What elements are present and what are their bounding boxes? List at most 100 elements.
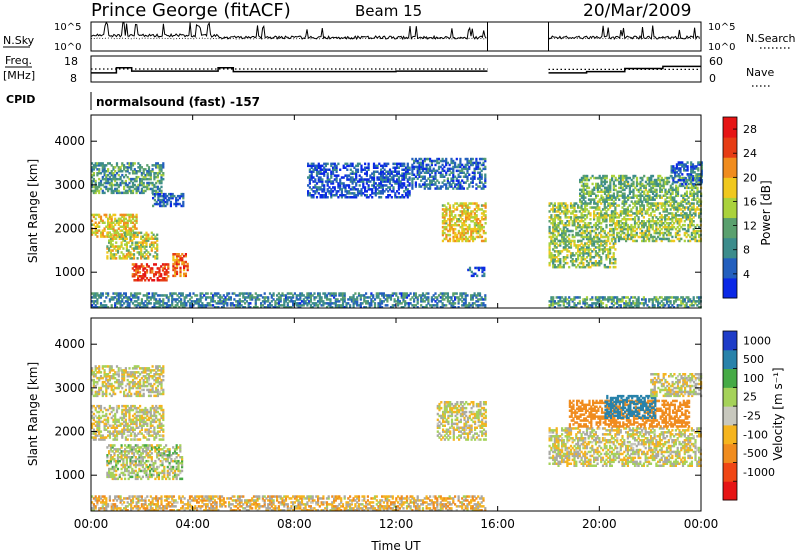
power-cell <box>390 184 393 187</box>
power-cell <box>308 170 311 173</box>
power-cell <box>600 222 603 225</box>
power-cell <box>678 229 681 233</box>
power-cell <box>609 258 612 261</box>
power-cell <box>607 239 610 243</box>
power-cell <box>614 208 617 211</box>
power-cell <box>482 185 485 188</box>
power-cell <box>140 251 143 254</box>
power-cell <box>131 189 135 193</box>
power-cell <box>389 296 393 299</box>
power-cell <box>119 191 122 195</box>
power-cell <box>555 265 558 269</box>
power-cell <box>279 300 282 303</box>
power-cell <box>381 190 384 193</box>
power-cell <box>596 186 599 190</box>
power-cell <box>365 180 368 183</box>
power-cell <box>471 175 474 178</box>
power-cell <box>113 255 116 258</box>
power-cell <box>466 216 469 219</box>
power-cell <box>653 239 656 243</box>
power-cell <box>160 185 163 189</box>
power-cell <box>387 180 390 183</box>
power-cell <box>478 292 482 295</box>
power-cell <box>420 167 423 171</box>
power-cell <box>416 173 419 176</box>
power-cell <box>480 187 483 190</box>
power-cell <box>339 180 342 183</box>
power-cell <box>342 164 345 168</box>
power-cell <box>667 231 670 235</box>
power-cell <box>472 216 475 219</box>
power-cell <box>582 208 585 211</box>
power-cell <box>254 304 257 307</box>
power-cell <box>146 164 149 167</box>
power-cell <box>601 244 605 247</box>
power-cell <box>308 174 311 177</box>
power-cell <box>141 245 144 248</box>
power-cell <box>603 176 607 180</box>
power-cell <box>174 266 177 270</box>
power-cell <box>559 212 562 215</box>
power-cell <box>593 200 596 203</box>
power-cell <box>630 237 633 241</box>
power-cell <box>126 191 129 195</box>
power-cell <box>351 176 354 179</box>
power-cell <box>163 265 166 268</box>
power-cell <box>140 247 143 250</box>
power-cell <box>92 302 95 305</box>
power-cell <box>653 178 656 182</box>
power-cell <box>664 220 667 223</box>
power-cell <box>94 213 97 217</box>
power-cell <box>564 212 567 215</box>
power-cell <box>578 220 581 223</box>
power-cell <box>582 223 585 227</box>
power-cell <box>358 192 361 195</box>
power-cell <box>436 302 439 305</box>
power-cell <box>580 204 583 207</box>
power-cell <box>466 163 469 167</box>
power-cell <box>609 196 612 199</box>
power-cell <box>635 200 639 203</box>
power-cell <box>676 202 679 205</box>
power-cell <box>358 174 361 177</box>
power-cell <box>665 214 669 217</box>
power-cell <box>461 167 464 171</box>
power-cell <box>457 165 460 169</box>
power-cell <box>445 292 448 295</box>
power-cell <box>382 292 385 295</box>
power-cell <box>96 225 99 228</box>
power-cell <box>105 235 108 238</box>
power-cell <box>327 304 330 307</box>
power-cell <box>392 174 395 177</box>
power-cell <box>591 182 594 186</box>
power-cell <box>374 166 377 169</box>
power-cell <box>669 196 672 199</box>
power-cell <box>142 267 145 270</box>
power-cell <box>127 255 130 258</box>
power-cell <box>625 218 628 221</box>
power-cell <box>650 174 653 178</box>
power-cell <box>609 248 612 251</box>
power-cell <box>158 304 161 307</box>
power-cell <box>272 292 275 295</box>
power-cell <box>152 241 155 244</box>
power-cell <box>393 298 396 301</box>
power-cell <box>475 218 478 221</box>
power-cell <box>212 296 215 299</box>
power-cell <box>96 231 99 234</box>
power-cell <box>96 185 99 189</box>
power-cell <box>166 194 169 198</box>
power-cell <box>135 304 138 307</box>
power-cell <box>414 159 417 163</box>
power-cell <box>617 235 621 239</box>
power-cell <box>421 161 425 165</box>
power-cell <box>466 161 469 165</box>
power-cell <box>482 212 485 215</box>
power-cell <box>585 223 589 227</box>
power-cell <box>168 196 171 200</box>
power-cell <box>401 196 404 199</box>
power-cell <box>642 231 645 235</box>
power-cell <box>557 250 560 253</box>
power-cell <box>461 206 464 209</box>
power-cell <box>119 296 122 299</box>
